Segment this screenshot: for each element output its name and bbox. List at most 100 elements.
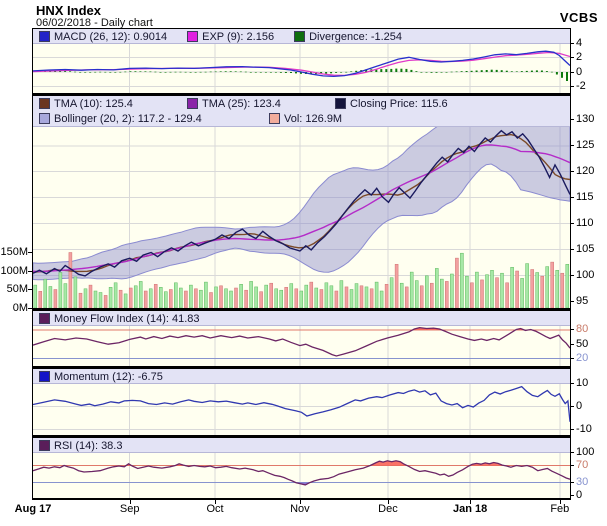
volume-tick-label: 50M — [6, 283, 28, 295]
panel-price: TMA (10): 125.4 TMA (25): 123.4 Closing Pr… — [32, 95, 571, 310]
page-title: HNX Index — [36, 3, 102, 18]
legend-row: Momentum (12): -6.75 — [33, 369, 570, 384]
legend-label: Money Flow Index (14): 41.83 — [54, 312, 200, 325]
axis-tick-label: 30 — [576, 476, 589, 489]
axis-tick-label: 115 — [576, 191, 594, 204]
axis-tick-label: 100 — [576, 268, 595, 281]
legend-row: Money Flow Index (14): 41.83 — [33, 311, 570, 326]
axis-tick-label: 100 — [576, 446, 595, 459]
axis-tick — [570, 145, 574, 147]
series-swatch-icon — [269, 113, 280, 124]
axis-tick-label: 130 — [576, 113, 595, 126]
legend-item: TMA (25): 123.4 — [187, 98, 315, 110]
legend-item: Money Flow Index (14): 41.83 — [39, 313, 200, 325]
x-axis-label: Sep — [119, 503, 140, 515]
legend-price: TMA (10): 125.4 TMA (25): 123.4 Closing Pr… — [33, 96, 570, 127]
axis-tick-label: 0 — [576, 65, 583, 78]
legend-label: Bollinger (20, 2): 117.2 - 129.4 — [54, 112, 202, 125]
legend-item: Vol: 126.9M — [269, 113, 342, 125]
legend-label: Divergence: -1.254 — [309, 30, 403, 43]
axis-tick-label: 50 — [576, 337, 589, 350]
x-axis-tick — [129, 500, 131, 504]
axis-tick-label: 10 — [576, 376, 589, 389]
legend-label: TMA (10): 125.4 — [54, 97, 133, 110]
series-swatch-icon — [39, 371, 50, 382]
legend-item: MACD (26, 12): 0.9014 — [39, 31, 167, 43]
x-axis-tick — [215, 500, 217, 504]
x-axis-label: Aug 17 — [14, 503, 52, 515]
x-axis-tick — [387, 500, 389, 504]
legend-rsi: RSI (14): 38.3 — [33, 438, 570, 453]
legend-label: EXP (9): 2.156 — [202, 30, 275, 43]
legend-label: Closing Price: 115.6 — [350, 97, 448, 110]
panel-macd: MACD (26, 12): 0.9014 EXP (9): 2.156 Diver… — [32, 28, 571, 95]
legend-item: Momentum (12): -6.75 — [39, 371, 163, 383]
x-axis-tick — [299, 500, 301, 504]
axis-tick — [570, 357, 574, 359]
brand-logo: VCBS — [559, 10, 598, 25]
axis-tick — [570, 57, 574, 59]
x-axis-label: Nov — [290, 503, 310, 515]
axis-tick — [28, 270, 32, 272]
x-axis-label: Jan 18 — [452, 503, 488, 515]
x-axis-label: Dec — [378, 503, 398, 515]
axis-tick — [570, 42, 574, 44]
legend-label: Momentum (12): -6.75 — [54, 370, 163, 383]
axis-tick — [28, 289, 32, 290]
legend-mom: Momentum (12): -6.75 — [33, 369, 570, 384]
series-swatch-icon — [39, 113, 50, 124]
axis-tick-label: 105 — [576, 242, 595, 255]
axis-tick — [570, 452, 574, 454]
x-axis-tick — [470, 500, 472, 504]
axis-tick-label: 0 — [576, 489, 583, 502]
series-swatch-icon — [39, 31, 50, 42]
axis-tick — [570, 85, 574, 87]
axis-tick-label: 125 — [576, 139, 595, 152]
axis-tick-label: 20 — [576, 351, 589, 364]
series-swatch-icon — [294, 31, 306, 42]
axis-tick — [570, 343, 574, 345]
series-swatch-icon — [187, 98, 198, 109]
axis-tick — [570, 405, 574, 407]
series-swatch-icon — [39, 98, 50, 109]
axis-tick-label: 120 — [576, 165, 595, 178]
axis-tick — [570, 119, 574, 121]
axis-tick-label: 95 — [576, 294, 589, 307]
legend-item: EXP (9): 2.156 — [187, 31, 274, 43]
axis-tick-label: 70 — [576, 459, 589, 472]
volume-tick-label: 0M — [12, 301, 28, 314]
panel-mfi: Money Flow Index (14): 41.83 — [32, 310, 571, 368]
axis-tick-label: -2 — [576, 79, 586, 92]
axis-tick-label: 110 — [576, 217, 594, 229]
panel-mom: Momentum (12): -6.75 — [32, 368, 571, 437]
legend-item: TMA (10): 125.4 — [39, 98, 167, 110]
axis-tick-label: 80 — [576, 323, 589, 336]
axis-tick — [570, 482, 574, 484]
legend-label: RSI (14): 38.3 — [54, 439, 123, 452]
axis-tick — [570, 428, 574, 430]
legend-row: RSI (14): 38.3 — [33, 438, 570, 453]
legend-item: Divergence: -1.254 — [294, 31, 402, 43]
x-axis-label: Oct — [206, 503, 224, 515]
axis-tick-label: -10 — [576, 422, 592, 435]
axis-tick-label: 2 — [576, 51, 583, 64]
series-swatch-icon — [39, 440, 50, 451]
volume-tick-label: 150M — [0, 246, 28, 258]
axis-tick-label: 4 — [576, 36, 583, 49]
plot-price — [33, 96, 570, 308]
chart-subtitle: 06/02/2018 - Daily chart — [36, 17, 153, 29]
legend-row: Bollinger (20, 2): 117.2 - 129.4 Vol: 126… — [33, 111, 570, 126]
x-axis-tick — [559, 500, 561, 504]
legend-item: Closing Price: 115.6 — [335, 98, 448, 110]
axis-tick — [570, 329, 574, 331]
axis-tick — [28, 307, 32, 309]
axis-tick-label: 0 — [576, 399, 583, 412]
axis-tick — [570, 495, 574, 497]
legend-item: Bollinger (20, 2): 117.2 - 129.4 — [39, 113, 249, 125]
legend-label: Vol: 126.9M — [284, 112, 343, 125]
legend-mfi: Money Flow Index (14): 41.83 — [33, 311, 570, 326]
axis-tick — [570, 274, 574, 276]
legend-label: TMA (25): 123.4 — [202, 97, 281, 110]
volume-tick-label: 100M — [0, 264, 28, 277]
